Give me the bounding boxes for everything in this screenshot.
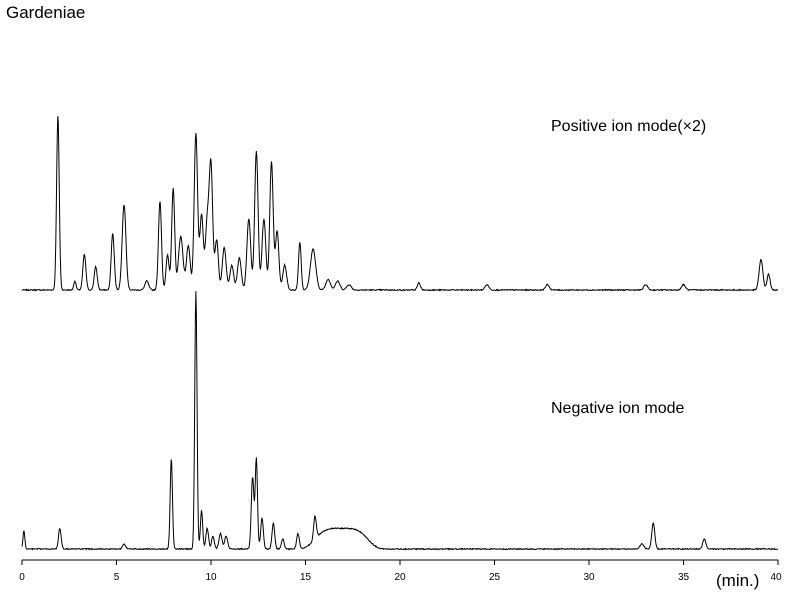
x-tick-label: 0 [19,572,25,583]
negative-mode-label: Negative ion mode [551,400,685,417]
positive-mode-trace [21,116,779,292]
x-tick-label: 15 [300,572,312,583]
traces-group [21,116,779,551]
x-tick-label: 35 [678,572,690,583]
positive-mode-label: Positive ion mode(×2) [551,118,706,135]
negative-mode-trace [21,291,779,551]
x-tick-label: 10 [205,572,217,583]
x-tick-label: 20 [394,572,406,583]
x-axis-unit-label: (min.) [716,571,759,590]
x-tick-label: 40 [770,572,782,583]
x-tick-label: 30 [583,572,595,583]
x-tick-label: 5 [114,572,120,583]
chart-title: Gardeniae [6,3,86,22]
x-tick-label: 25 [489,572,501,583]
x-axis-ticks: 0 5 10 15 20 25 30 35 40 [19,560,782,583]
